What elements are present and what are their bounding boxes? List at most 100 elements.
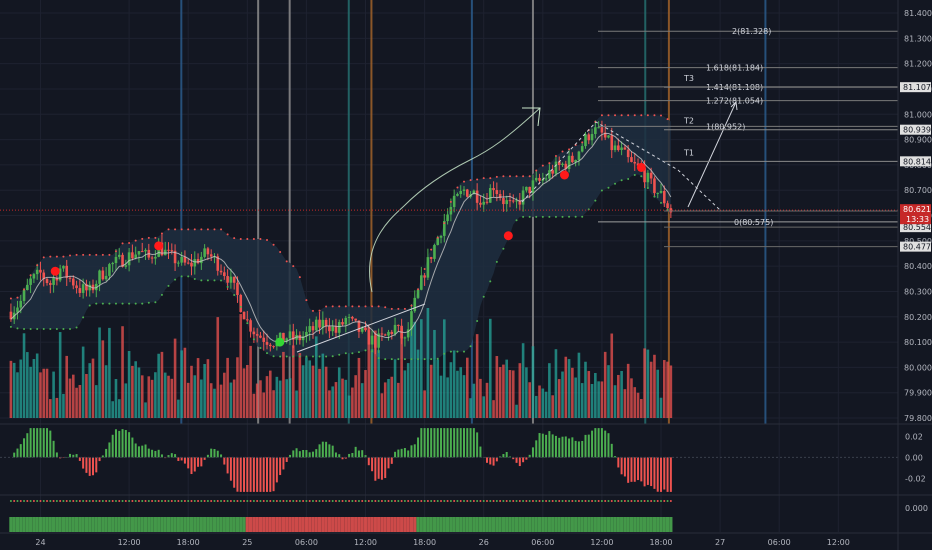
- trend-bar: [393, 517, 397, 532]
- trend-dot: [108, 500, 111, 502]
- price-tick-label: 80.300: [904, 287, 932, 296]
- trend-dot: [646, 500, 649, 502]
- trend-dot: [275, 500, 278, 502]
- trend-dot: [522, 500, 525, 502]
- upper-channel-dot: [417, 288, 420, 291]
- drawing-tools[interactable]: [0, 100, 898, 353]
- highlight-price-badge: [900, 222, 931, 233]
- volume-bar: [482, 396, 486, 418]
- time-tick-label: 25: [242, 538, 252, 547]
- candle-body: [144, 249, 147, 252]
- lower-channel-dot: [660, 201, 663, 204]
- lower-channel-dot: [55, 328, 58, 331]
- freehand-arrow-path[interactable]: [369, 107, 541, 293]
- trend-dot: [26, 500, 29, 502]
- time-tick-label: 12:00: [118, 538, 141, 547]
- upper-channel-dot: [357, 305, 360, 308]
- volume-bar: [160, 351, 164, 418]
- upper-channel-dot: [423, 267, 426, 270]
- candle-body: [452, 195, 456, 208]
- candle-body: [534, 177, 538, 181]
- upper-channel-dot: [239, 238, 242, 241]
- candle-body: [55, 277, 59, 281]
- trend-bar: [203, 517, 207, 532]
- upper-channel-dot: [272, 243, 275, 246]
- price-axis[interactable]: 81.40081.30081.20081.10081.00080.90080.8…: [900, 9, 932, 513]
- candle-body: [246, 319, 249, 321]
- volume-bar: [52, 371, 55, 418]
- candle-body: [39, 269, 42, 273]
- candle-body: [383, 334, 387, 336]
- trend-dot: [525, 500, 528, 502]
- trend-dot: [36, 500, 39, 502]
- pattern-dashed-path[interactable]: [521, 121, 721, 211]
- volume-bar: [423, 390, 426, 418]
- lower-channel-dot: [627, 177, 630, 180]
- upper-channel-dot: [305, 299, 308, 302]
- candle-body: [613, 145, 617, 151]
- upper-channel-dot: [292, 265, 295, 268]
- trend-bar: [350, 517, 354, 532]
- trend-bar: [81, 517, 85, 532]
- projection-arrow[interactable]: [687, 101, 737, 208]
- projection-arrowhead[interactable]: [730, 100, 738, 111]
- volume-bar: [108, 327, 111, 418]
- volume-bar: [377, 350, 380, 418]
- trend-dot: [13, 500, 16, 502]
- trend-bar: [639, 517, 643, 532]
- volume-bar: [334, 382, 338, 418]
- trend-bar: [357, 517, 361, 532]
- lower-channel-dot: [128, 302, 131, 305]
- trend-dot: [380, 500, 383, 502]
- candle-body: [114, 256, 118, 264]
- upper-channel-dot: [233, 237, 236, 240]
- trend-dot: [594, 500, 597, 502]
- candle-body: [85, 284, 88, 291]
- trend-bar: [294, 517, 299, 532]
- volume-bar: [475, 334, 479, 418]
- trend-bar: [455, 517, 460, 532]
- time-tick-label: 06:00: [768, 538, 791, 547]
- upper-channel-dot: [193, 228, 196, 231]
- upper-channel-dot: [364, 305, 367, 308]
- trend-bar: [327, 517, 331, 532]
- upper-channel-dot: [535, 169, 538, 172]
- trend-dot: [42, 500, 45, 502]
- candle-body: [538, 177, 541, 181]
- volume-bar: [259, 380, 262, 418]
- candle-body: [459, 190, 463, 195]
- trend-bar: [166, 517, 171, 532]
- lower-channel-dot: [377, 357, 380, 360]
- lower-channel-dot: [121, 302, 124, 305]
- lower-channel-dot: [541, 215, 544, 218]
- candle-body: [203, 248, 206, 257]
- trend-dot: [581, 500, 584, 502]
- trend-dot: [177, 500, 180, 502]
- volume-bar: [104, 365, 108, 418]
- candle-body: [223, 272, 226, 277]
- fibonacci-levels[interactable]: 2(81.328)1.618(81.184)1.414(81.108)1.272…: [598, 27, 898, 248]
- trend-bar: [196, 517, 200, 532]
- freehand-arrowhead[interactable]: [522, 107, 541, 127]
- volume-bar: [584, 361, 587, 418]
- lower-channel-dot: [167, 284, 170, 287]
- candle-body: [626, 149, 630, 158]
- volume-bar: [75, 387, 78, 418]
- trend-dot: [197, 500, 200, 502]
- volume-bar: [35, 353, 39, 418]
- trend-dot: [410, 500, 413, 502]
- volume-bar: [190, 365, 193, 418]
- trend-dot: [52, 500, 55, 502]
- trend-bar: [390, 517, 394, 532]
- candle-body: [413, 297, 417, 312]
- candle-body: [607, 135, 610, 138]
- trend-dot: [65, 500, 68, 502]
- candle-body: [52, 277, 55, 285]
- volume-bar: [646, 349, 650, 418]
- current-price-label: 80.621: [903, 205, 931, 214]
- trendline[interactable]: [296, 303, 426, 353]
- time-axis[interactable]: 24 12:00 18:00 25 06:00 12:00 18:00 26 06:00 12:0…: [35, 538, 849, 547]
- upper-channel-dot: [568, 148, 571, 151]
- lower-channel-dot: [88, 304, 91, 307]
